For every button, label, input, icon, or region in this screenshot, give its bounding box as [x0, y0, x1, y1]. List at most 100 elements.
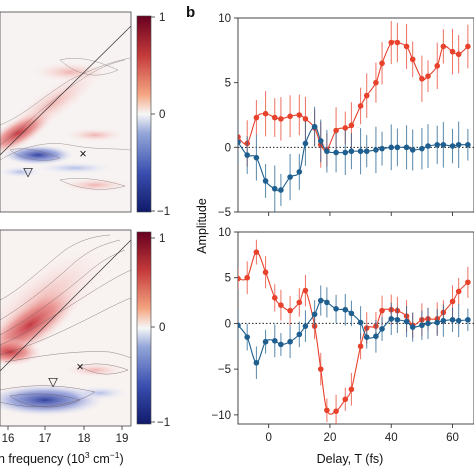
- colorbar-bottom-bar: [136, 231, 152, 425]
- plot-top-red-point-20: [394, 39, 401, 46]
- plot-bottom-xtick-2: 40: [385, 432, 398, 444]
- plot-top-blue-point-22: [409, 147, 416, 153]
- plot-bottom-blue-point-24: [425, 320, 431, 327]
- plot-top-blue-point-16: [363, 148, 370, 155]
- plot-bottom-ytick-1: 5: [225, 273, 231, 285]
- plot-bottom-red-point-13: [342, 396, 349, 403]
- plot-bottom-blue-point-27: [449, 316, 456, 323]
- plot-top-red-point-21: [403, 43, 410, 50]
- plot-bottom-blue-point-15: [357, 319, 364, 326]
- plot-bottom-blue-point-25: [434, 319, 441, 326]
- heatmap-bottom-x-axis: 16 17 18 19: [2, 426, 129, 445]
- heatmap-bottom-red-peak: [0, 338, 42, 366]
- colorbar-top-tick-max: 1: [159, 12, 165, 24]
- plot-bottom-blue-point-11: [324, 299, 330, 306]
- plot-top-blue-point-4: [271, 185, 278, 192]
- plot-top-series-blue: [238, 106, 471, 212]
- colorbar-top: 1 0 −1: [136, 12, 170, 218]
- heatmap-top-contours: [0, 57, 131, 190]
- colorbar-top-tick-zero: 0: [159, 109, 165, 121]
- plot-top-red-point-28: [455, 51, 462, 58]
- heatmap-bottom-red-right: [65, 363, 125, 377]
- plot-top-red-point-6: [287, 113, 293, 120]
- heatmap-bottom-xtick-17: 17: [39, 433, 52, 445]
- plot-bottom-red-point-4: [271, 295, 278, 301]
- plot-top-red-point-22: [409, 56, 416, 63]
- plot-top-blue-point-7: [296, 169, 303, 175]
- plot-bottom-red-point-7: [296, 299, 303, 306]
- plot-top-frame: [237, 17, 474, 213]
- heatmap-bottom-xtick-19: 19: [116, 433, 129, 445]
- plot-top-blue-point-28: [455, 141, 462, 148]
- plot-top-ytick-2: 0: [225, 142, 231, 154]
- plot-top-blue-point-29: [465, 141, 471, 148]
- heatmap-top-cross-marker: ×: [79, 147, 86, 161]
- plot-bottom-blue-point-20: [394, 316, 401, 323]
- plot-top-red-point-3: [262, 110, 269, 117]
- colorbar-top-bar: [136, 15, 152, 213]
- plot-bottom-blue-point-14: [348, 310, 355, 317]
- plot-top-red-point-23: [419, 75, 425, 82]
- colorbar-bottom-tick-min: −1: [157, 417, 170, 429]
- plot-top-blue-point-3: [262, 178, 269, 184]
- plot-top-red-point-0: [238, 134, 241, 140]
- plot-bottom-blue-point-12: [333, 306, 339, 312]
- plot-top-blue-point-21: [403, 144, 410, 151]
- plot-top-red-point-14: [348, 122, 355, 129]
- heatmap-bottom-xtick-18: 18: [78, 433, 91, 445]
- plot-top-red-point-2: [253, 114, 260, 121]
- plot-bottom-red-point-12: [333, 408, 339, 415]
- plot-bottom-blue-point-6: [287, 338, 293, 345]
- colorbar-bottom-tick-zero: 0: [159, 322, 165, 334]
- plot-bottom-red-point-29: [465, 279, 471, 286]
- plot-top-red-point-15: [357, 103, 364, 109]
- plot-bottom-blue-point-16: [363, 334, 370, 340]
- plot-bottom-red-point-28: [455, 288, 462, 295]
- colorbar-bottom-tick-max: 1: [159, 233, 165, 245]
- plot-bottom-blue-point-1: [244, 334, 250, 340]
- plot-top-blue-point-26: [440, 141, 447, 148]
- plot-bottom-red-point-27: [449, 298, 456, 305]
- heatmap-bottom-xtick-16: 16: [2, 433, 15, 445]
- plot-top-blue-point-27: [449, 143, 456, 149]
- plot-bottom-series-blue: [238, 285, 471, 379]
- plot-b-top: 10 5 0 −5: [218, 13, 474, 219]
- heatmap-bottom-contours: [0, 234, 131, 408]
- plot-top-blue-point-10: [317, 138, 324, 144]
- plot-top-blue-point-20: [394, 144, 401, 151]
- plot-top-blue-point-15: [357, 148, 364, 155]
- plot-bottom-red-point-10: [317, 366, 324, 372]
- plot-top-red-point-18: [379, 60, 385, 67]
- plot-bottom-blue-point-26: [440, 317, 447, 324]
- plot-bottom-red-point-14: [348, 386, 355, 393]
- heatmap-top: × ▽: [0, 11, 132, 213]
- plot-bottom-blue-point-3: [262, 338, 269, 345]
- plot-bottom-series-red: [238, 239, 471, 424]
- plot-top-red-point-4: [271, 114, 278, 121]
- plot-bottom-ytick-4: −10: [211, 410, 231, 422]
- plot-top-red-point-7: [296, 112, 303, 118]
- plot-bottom-blue-point-7: [296, 331, 303, 338]
- plot-bottom-frame: [237, 231, 474, 425]
- plot-bottom-xtick-3: 60: [446, 432, 459, 444]
- plot-top-blue-point-12: [333, 149, 339, 156]
- plot-bottom-xtick-0: 0: [265, 432, 271, 444]
- plot-bottom-red-point-6: [287, 307, 293, 314]
- plot-bottom-blue-point-28: [455, 317, 462, 324]
- heatmap-bottom-blue-right: [72, 386, 128, 400]
- plot-top-blue-point-0: [238, 139, 241, 145]
- plot-top-ytick-1: 5: [225, 78, 231, 90]
- plot-bottom-blue-point-23: [419, 322, 425, 329]
- plot-top-blue-point-2: [253, 154, 260, 161]
- plot-bottom-blue-point-21: [403, 318, 410, 325]
- plot-bottom-blue-point-17: [373, 333, 379, 340]
- plot-bottom-blue-point-13: [342, 306, 349, 313]
- plot-bottom-blue-point-10: [317, 297, 324, 304]
- plot-top-red-point-29: [465, 43, 471, 50]
- heatmap-top-red-right: [65, 128, 125, 142]
- amplitude-ylabel: Amplitude: [195, 198, 209, 254]
- plot-bottom-blue-point-0: [238, 322, 241, 329]
- heatmap-top-blue-left: [0, 166, 42, 178]
- plot-top-red-point-19: [388, 39, 395, 46]
